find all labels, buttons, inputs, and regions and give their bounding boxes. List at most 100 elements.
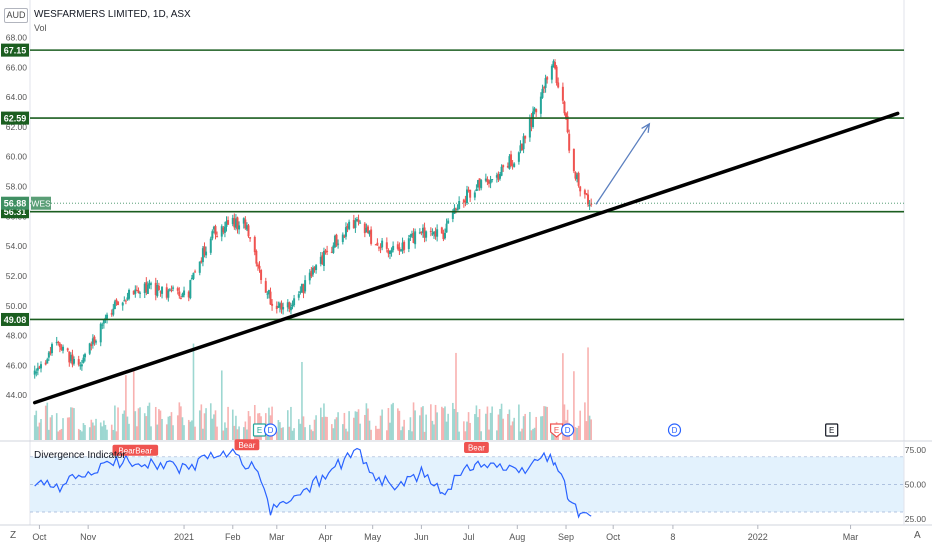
candle-body (293, 298, 296, 306)
dividend-marker[interactable] (263, 423, 278, 437)
candle-body (275, 305, 278, 310)
candle-body (519, 145, 522, 152)
candle-body (401, 242, 404, 251)
volume-bar (378, 428, 380, 440)
candle-body (93, 336, 96, 343)
candle-body (348, 221, 351, 230)
volume-bar (189, 421, 192, 440)
volume-bar (585, 421, 588, 440)
earnings-marker[interactable] (550, 423, 564, 438)
volume-bar (387, 408, 390, 440)
candle-body (244, 219, 247, 229)
candle-body (376, 242, 379, 246)
projection-arrow[interactable] (595, 123, 650, 205)
time-axis-tick: Oct (32, 532, 47, 542)
volume-bar (508, 409, 511, 440)
candle-body (297, 294, 300, 298)
candle-body (167, 290, 170, 298)
volume-bar (249, 416, 251, 440)
volume-bar (71, 407, 74, 440)
candle-body (326, 250, 329, 252)
volume-bar (489, 412, 492, 440)
candle-body (447, 220, 450, 224)
volume-bar (167, 416, 170, 440)
candle-body (203, 246, 206, 256)
time-axis-tick: Apr (319, 532, 333, 542)
volume-bar (73, 408, 75, 440)
volume-bar (156, 424, 159, 440)
volume-bar (397, 408, 399, 440)
candle-body (585, 193, 588, 195)
volume-bar (491, 406, 493, 440)
candle-body (200, 260, 203, 263)
candle-body (442, 232, 445, 240)
candle-body (161, 286, 164, 294)
candle-body (491, 179, 494, 181)
volume-bar (282, 427, 284, 440)
volume-bar (79, 430, 82, 440)
volume-bar (216, 426, 218, 440)
candle-body (209, 238, 212, 253)
candle-body (588, 205, 591, 207)
candle-body (128, 289, 131, 299)
candle-body (38, 366, 41, 368)
volume-bar (161, 418, 163, 440)
trend-line[interactable] (32, 111, 900, 405)
dividend-marker[interactable] (667, 423, 682, 437)
dividend-marker[interactable] (561, 423, 575, 437)
candle-body (577, 173, 580, 186)
candle-body (335, 234, 338, 246)
candle-body (46, 359, 49, 364)
candle-body (392, 245, 395, 251)
candle-body (420, 231, 423, 233)
candle-body (132, 290, 135, 295)
candle-body (154, 282, 157, 296)
candle-body (546, 77, 549, 80)
volume-bar (309, 424, 311, 440)
candle-body (62, 346, 65, 351)
volume-bar (511, 421, 514, 440)
volume-bar (82, 423, 85, 440)
candle-body (332, 245, 335, 253)
candle-body (51, 344, 54, 354)
candle-body (117, 301, 120, 306)
candle-body (211, 231, 214, 239)
earnings-marker[interactable] (825, 423, 839, 437)
event-marker-label: E (257, 426, 262, 435)
volume-bar (70, 407, 72, 440)
candle-body (466, 189, 468, 204)
candle-body (150, 283, 153, 285)
candle-body (561, 86, 564, 101)
volume-bar (231, 409, 234, 440)
candle-body (544, 78, 547, 88)
volume-bar (134, 411, 137, 440)
volume-bar (386, 430, 388, 440)
bottom-left-button[interactable]: Z (10, 530, 17, 541)
price-axis-tick: 68.00 (6, 32, 28, 42)
event-marker-label: D (565, 426, 571, 435)
time-axis-tick: Mar (269, 532, 285, 542)
candle-body (236, 217, 239, 229)
level-label: 67.15 (4, 46, 27, 56)
price-axis-tick: 54.00 (6, 241, 28, 251)
indicator-axis-tick: 50.00 (905, 479, 927, 489)
volume-bar (99, 422, 102, 440)
candle-body (355, 219, 358, 222)
price-axis-tick: 58.00 (6, 182, 28, 192)
candle-body (286, 302, 289, 308)
bear-label: Bear (468, 444, 485, 453)
candle-body (379, 247, 382, 249)
currency-button[interactable]: AUD (4, 8, 28, 23)
candle-body (440, 227, 443, 234)
symbol-tag: WES (31, 199, 51, 209)
volume-bar (436, 412, 438, 440)
candle-body (73, 358, 76, 364)
bottom-right-button[interactable]: A (914, 530, 921, 541)
candle-body (344, 227, 347, 237)
volume-bar (103, 420, 105, 440)
candle-body (454, 208, 457, 210)
candle-body (181, 293, 184, 298)
candle-body (139, 292, 142, 294)
volume-bar (354, 411, 357, 440)
volume-bar (95, 418, 97, 440)
